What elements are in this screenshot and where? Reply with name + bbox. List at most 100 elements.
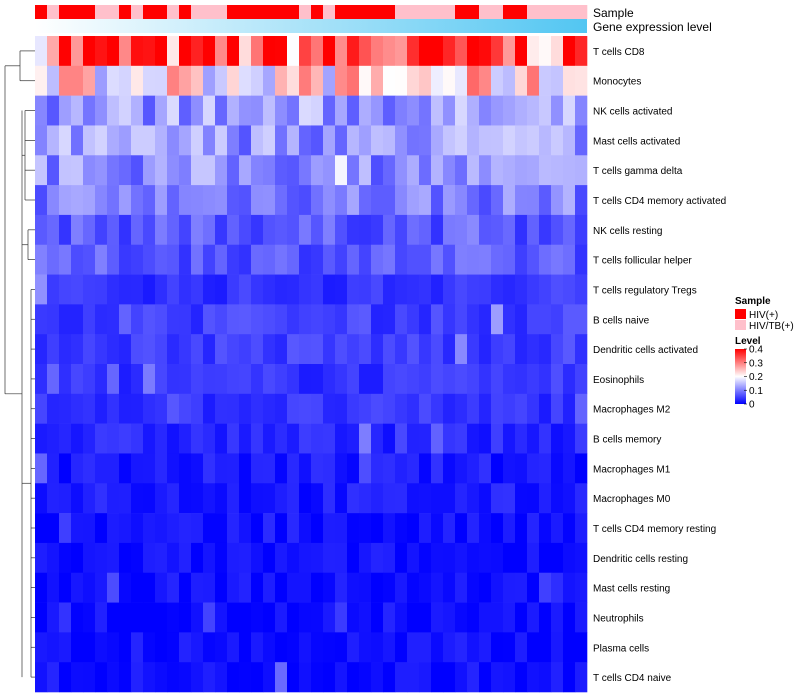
heatmap-cell xyxy=(347,572,360,603)
heatmap-cell xyxy=(551,274,564,305)
heatmap-cell xyxy=(203,185,216,216)
heatmap-cell xyxy=(167,513,180,544)
heatmap-cell xyxy=(287,662,300,693)
heatmap-cell xyxy=(467,274,480,305)
row-label-t-cells-cd4-naive: T cells CD4 naive xyxy=(593,673,672,684)
heatmap-cell xyxy=(335,65,348,96)
heatmap-cell xyxy=(299,364,312,395)
heatmap-cell xyxy=(563,632,576,663)
heatmap-cell xyxy=(263,662,276,693)
heatmap-cell xyxy=(311,483,324,514)
heatmap-cell xyxy=(299,513,312,544)
heatmap-cell xyxy=(35,214,48,246)
heatmap-cell xyxy=(155,513,168,544)
sample-cell xyxy=(335,5,348,19)
heatmap-cell xyxy=(215,393,228,424)
heatmap-cell xyxy=(155,274,168,305)
heatmap-cell xyxy=(551,65,564,96)
heatmap-cell xyxy=(275,453,288,484)
heatmap-cell xyxy=(551,185,564,216)
row-label-macrophages-m2: Macrophages M2 xyxy=(593,405,671,416)
heatmap-cell xyxy=(143,662,156,693)
heatmap-cell xyxy=(203,662,216,693)
heatmap-cell xyxy=(359,513,372,544)
heatmap-cell xyxy=(203,393,216,424)
heatmap-cell xyxy=(383,334,396,365)
heatmap-cell xyxy=(71,602,84,633)
heatmap-cell xyxy=(395,453,408,484)
heatmap-cell xyxy=(491,185,504,216)
heatmap-cell xyxy=(167,632,180,663)
heatmap-cell xyxy=(395,65,408,96)
heatmap-cell xyxy=(287,602,300,633)
heatmap-cell xyxy=(371,662,384,693)
heatmap-cell xyxy=(491,214,504,246)
heatmap-cell xyxy=(515,274,528,305)
sample-cell xyxy=(155,5,168,19)
row-label-nk-cells-resting: NK cells resting xyxy=(593,226,662,237)
heatmap-cell xyxy=(383,453,396,484)
heatmap-cell xyxy=(131,334,144,365)
heatmap-cell xyxy=(155,214,168,246)
heatmap-cell xyxy=(275,542,288,574)
heatmap-cell xyxy=(563,662,576,693)
heatmap-cell xyxy=(203,513,216,544)
heatmap-cell xyxy=(47,602,60,633)
heatmap-cell xyxy=(215,65,228,96)
heatmap-cell xyxy=(203,274,216,305)
heatmap-cell xyxy=(503,423,516,454)
heatmap-cell xyxy=(359,185,372,216)
heatmap-cell xyxy=(311,602,324,633)
heatmap-cell xyxy=(491,393,504,424)
heatmap-cell xyxy=(359,304,372,335)
heatmap-cell xyxy=(263,393,276,424)
heatmap-cell xyxy=(47,274,60,305)
sample-cell xyxy=(227,5,240,19)
heatmap-cell xyxy=(167,334,180,365)
heatmap-cell xyxy=(347,274,360,305)
heatmap-cell xyxy=(395,95,408,126)
heatmap-cell xyxy=(407,513,420,544)
heatmap-cell xyxy=(191,453,204,484)
sample-cell xyxy=(311,5,324,19)
sample-cell xyxy=(95,5,108,19)
heatmap-cell xyxy=(575,244,588,275)
heatmap-cell xyxy=(179,513,192,544)
heatmap-cell xyxy=(371,65,384,96)
heatmap-cell xyxy=(83,602,96,633)
heatmap-cell xyxy=(311,36,324,67)
heatmap-cell xyxy=(275,214,288,246)
heatmap-cell xyxy=(83,274,96,305)
heatmap-cell xyxy=(335,125,348,156)
heatmap-cell xyxy=(395,274,408,305)
heatmap-cell xyxy=(395,304,408,335)
heatmap-cell xyxy=(335,304,348,335)
heatmap-cell xyxy=(371,632,384,663)
heatmap-cell xyxy=(143,185,156,216)
heatmap-cell xyxy=(563,334,576,365)
heatmap-cell xyxy=(419,65,432,96)
heatmap-cell xyxy=(551,423,564,454)
heatmap-cell xyxy=(35,125,48,156)
sample-cell xyxy=(443,5,456,19)
heatmap-cell xyxy=(347,423,360,454)
heatmap-cell xyxy=(59,244,72,275)
heatmap-cell xyxy=(515,155,528,186)
heatmap-cell xyxy=(443,274,456,305)
heatmap-cell xyxy=(227,274,240,305)
heatmap-cell xyxy=(203,65,216,96)
heatmap-cell xyxy=(515,214,528,246)
heatmap-cell xyxy=(35,453,48,484)
heatmap-cell xyxy=(335,334,348,365)
heatmap-cell xyxy=(179,244,192,275)
heatmap-cell xyxy=(443,304,456,335)
heatmap-cell xyxy=(479,662,492,693)
heatmap-cell xyxy=(299,65,312,96)
heatmap-cell xyxy=(551,542,564,574)
sample-cell xyxy=(167,5,180,19)
heatmap-cell xyxy=(359,572,372,603)
heatmap-cell xyxy=(107,632,120,663)
heatmap-cell xyxy=(143,542,156,574)
heatmap-cell xyxy=(503,483,516,514)
heatmap-cell xyxy=(467,364,480,395)
